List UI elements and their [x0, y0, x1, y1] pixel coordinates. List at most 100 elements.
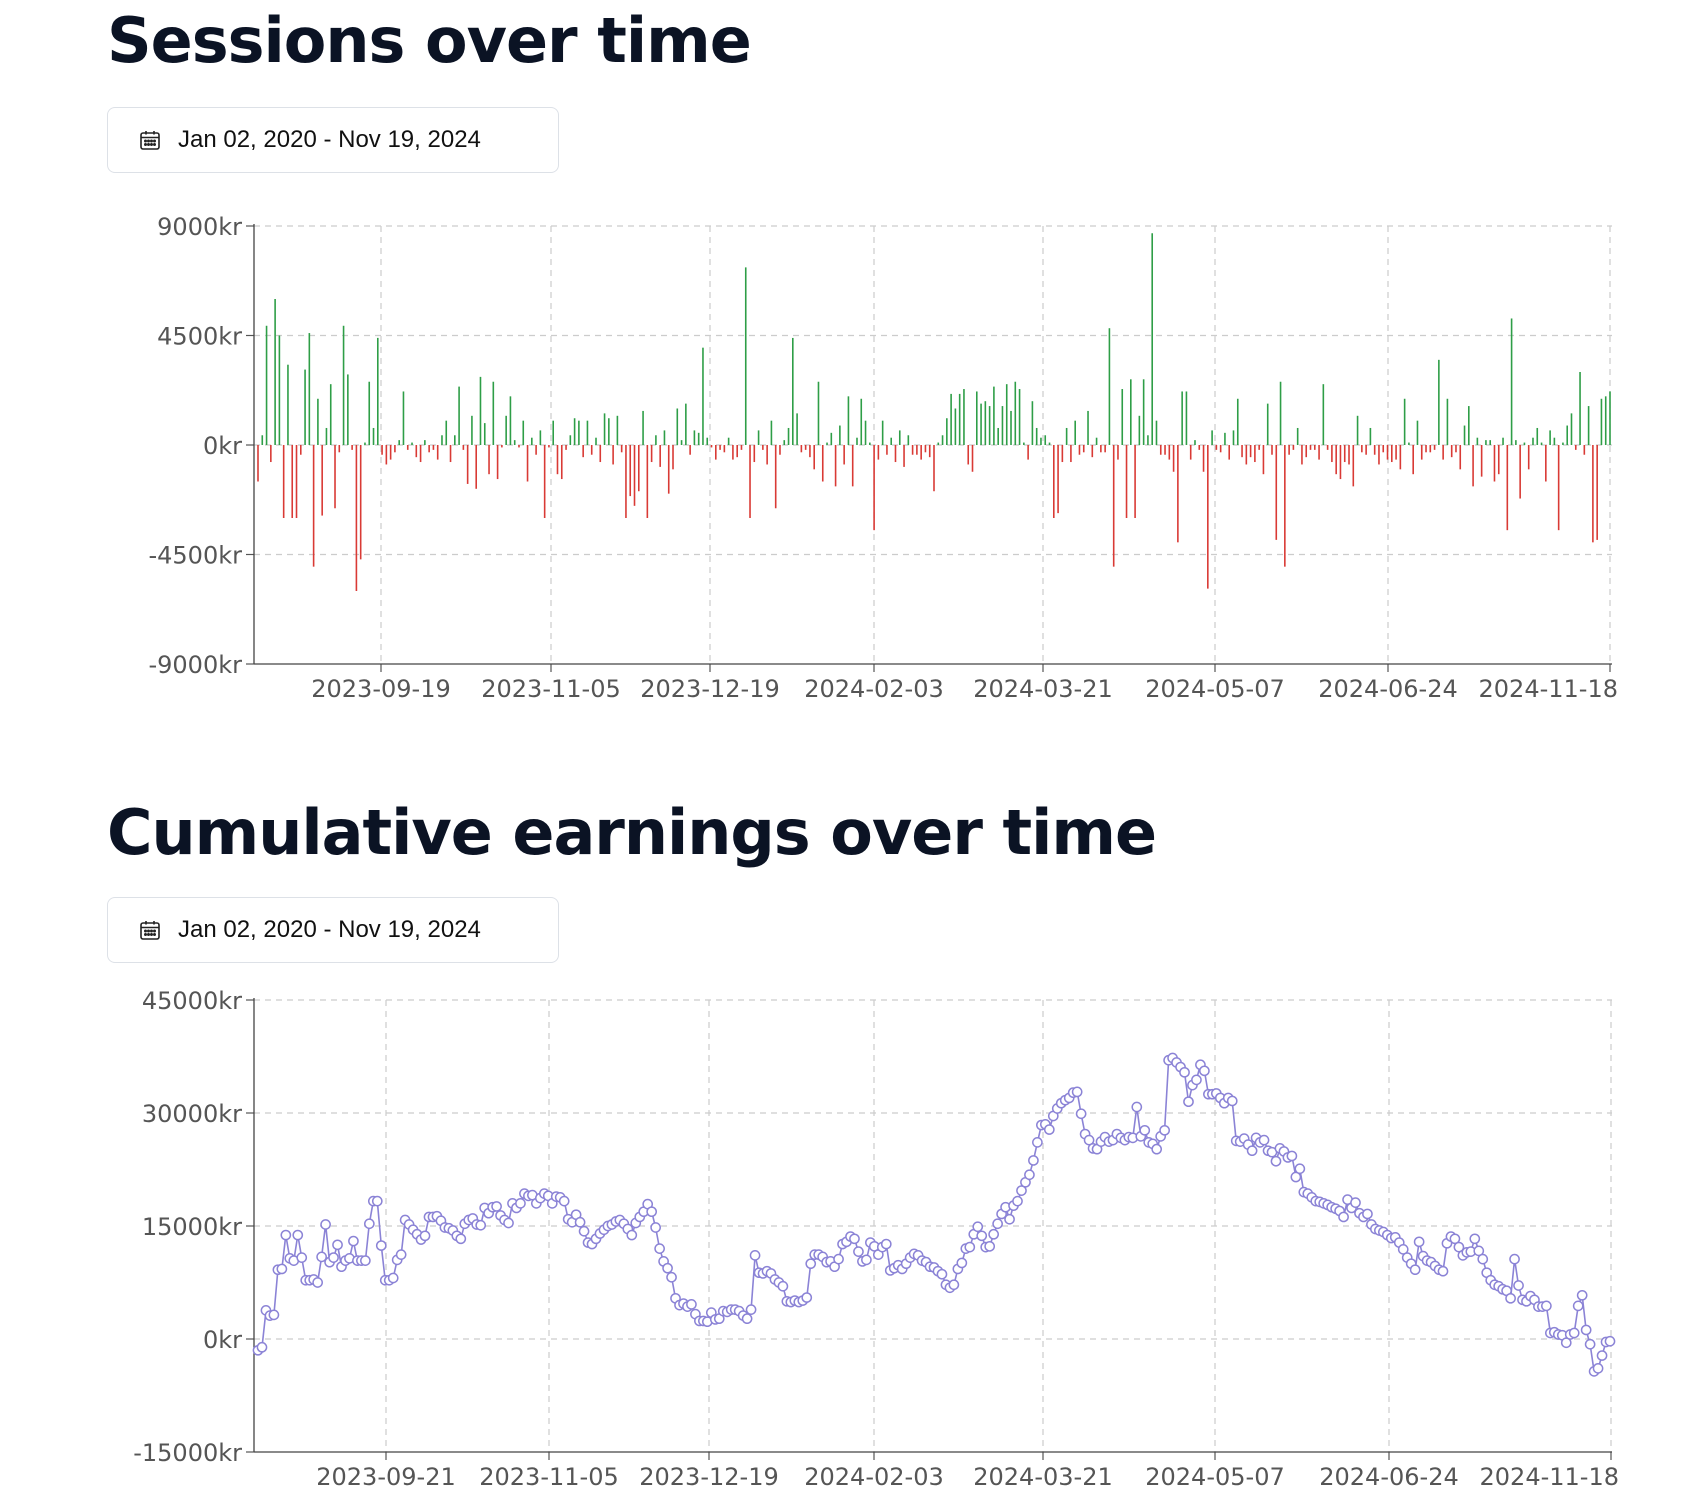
data-point [1505, 1292, 1516, 1304]
data-point [276, 1263, 288, 1275]
data-point [1362, 1208, 1373, 1220]
data-point [292, 1229, 304, 1241]
data-point [395, 1249, 407, 1260]
data-point [515, 1198, 526, 1209]
data-point [280, 1229, 292, 1241]
x-tick-label: 2024-02-03 [804, 1463, 943, 1491]
data-point [1183, 1096, 1194, 1108]
x-tick-label: 2024-06-24 [1319, 1463, 1458, 1491]
cumulative-date-range-button[interactable]: Jan 02, 2020 - Nov 19, 2024 [107, 897, 559, 963]
y-tick-label: 9000kr [157, 213, 242, 241]
data-point [1541, 1300, 1552, 1312]
data-point [1509, 1253, 1520, 1265]
data-point [1290, 1171, 1302, 1183]
data-point [801, 1292, 813, 1303]
data-point [1449, 1233, 1461, 1245]
data-point [491, 1201, 502, 1212]
data-point [1568, 1327, 1580, 1339]
data-point [646, 1206, 658, 1218]
data-point [666, 1271, 677, 1283]
data-point [650, 1222, 661, 1233]
data-point [1572, 1300, 1584, 1312]
data-point [296, 1252, 308, 1263]
x-tick-label: 2023-09-21 [316, 1463, 455, 1491]
data-point [992, 1218, 1003, 1230]
data-point [1580, 1324, 1592, 1336]
data-point [626, 1229, 638, 1241]
cumulative-line-chart: 45000kr 30000kr 15000kr 0kr -15000kr 2023-09-… [133, 987, 1619, 1491]
data-point [984, 1240, 996, 1252]
sessions-date-range-button[interactable]: Jan 02, 2020 - Nov 19, 2024 [107, 107, 559, 173]
data-point [1131, 1101, 1143, 1113]
y-tick-label: -9000kr [148, 651, 242, 679]
data-point [777, 1280, 789, 1292]
data-point [662, 1262, 673, 1274]
y-tick-label: 4500kr [157, 323, 242, 351]
data-point [328, 1252, 339, 1263]
data-point [1477, 1253, 1489, 1265]
data-point [312, 1277, 323, 1288]
data-point [316, 1251, 327, 1263]
y-tick-label: 0kr [203, 432, 242, 460]
data-point [574, 1216, 586, 1228]
sessions-bar-chart: 9000kr 4500kr 0kr -4500kr -9000kr 2023-09-19 2… [148, 213, 1618, 703]
x-tick-label: 2024-02-03 [804, 675, 943, 703]
data-point [1043, 1124, 1055, 1135]
data-point [1024, 1169, 1035, 1181]
sessions-date-range-label: Jan 02, 2020 - Nov 19, 2024 [178, 126, 481, 153]
data-point [948, 1279, 960, 1291]
sessions-chart-title: Sessions over time [107, 4, 752, 77]
x-tick-label: 2024-05-07 [1145, 1463, 1284, 1491]
data-point [1179, 1066, 1190, 1078]
data-point [1270, 1155, 1282, 1167]
data-point [749, 1250, 761, 1261]
data-point [360, 1255, 371, 1267]
data-point [880, 1238, 892, 1250]
data-point [1596, 1350, 1608, 1361]
data-point [853, 1246, 864, 1257]
x-tick-label: 2024-03-21 [973, 1463, 1112, 1491]
earnings-line [257, 1056, 1611, 1373]
cumulative-date-range-label: Jan 02, 2020 - Nov 19, 2024 [178, 916, 481, 943]
data-point [387, 1272, 399, 1284]
data-point [1016, 1185, 1027, 1196]
data-point [1294, 1163, 1306, 1175]
data-point [1258, 1134, 1270, 1146]
data-point [833, 1253, 844, 1265]
data-point [1584, 1338, 1596, 1350]
x-tick-label: 2023-11-05 [479, 1463, 618, 1491]
data-point [976, 1230, 988, 1242]
x-tick-label: 2023-12-19 [640, 675, 779, 703]
x-tick-label: 2023-11-05 [481, 675, 620, 703]
data-point [256, 1341, 268, 1353]
data-point [936, 1268, 948, 1280]
y-tick-label: -15000kr [133, 1439, 242, 1467]
data-point [1286, 1150, 1298, 1162]
x-tick-label: 2024-11-18 [1479, 675, 1618, 703]
data-point [805, 1258, 817, 1270]
data-point [1350, 1197, 1361, 1208]
data-point [363, 1218, 375, 1230]
data-point [1004, 1213, 1015, 1225]
data-point [1397, 1244, 1409, 1255]
data-point [1151, 1143, 1163, 1155]
x-tick-label: 2024-11-18 [1480, 1463, 1619, 1491]
x-tick-label: 2023-12-19 [639, 1463, 778, 1491]
data-point [268, 1309, 280, 1321]
data-point [1071, 1086, 1083, 1098]
x-tick-label: 2023-09-19 [311, 675, 450, 703]
y-tick-label: -4500kr [148, 542, 242, 570]
data-point [1604, 1335, 1616, 1347]
x-tick-label: 2024-03-21 [973, 675, 1112, 703]
data-point [686, 1298, 697, 1310]
data-point [1012, 1195, 1023, 1207]
data-point [371, 1195, 383, 1207]
data-point [375, 1240, 387, 1251]
data-point [348, 1235, 359, 1247]
data-point [1469, 1233, 1481, 1245]
data-point [1560, 1337, 1572, 1349]
data-point [861, 1254, 872, 1266]
data-point [1159, 1124, 1170, 1136]
data-point [320, 1219, 331, 1230]
data-point [332, 1239, 343, 1251]
